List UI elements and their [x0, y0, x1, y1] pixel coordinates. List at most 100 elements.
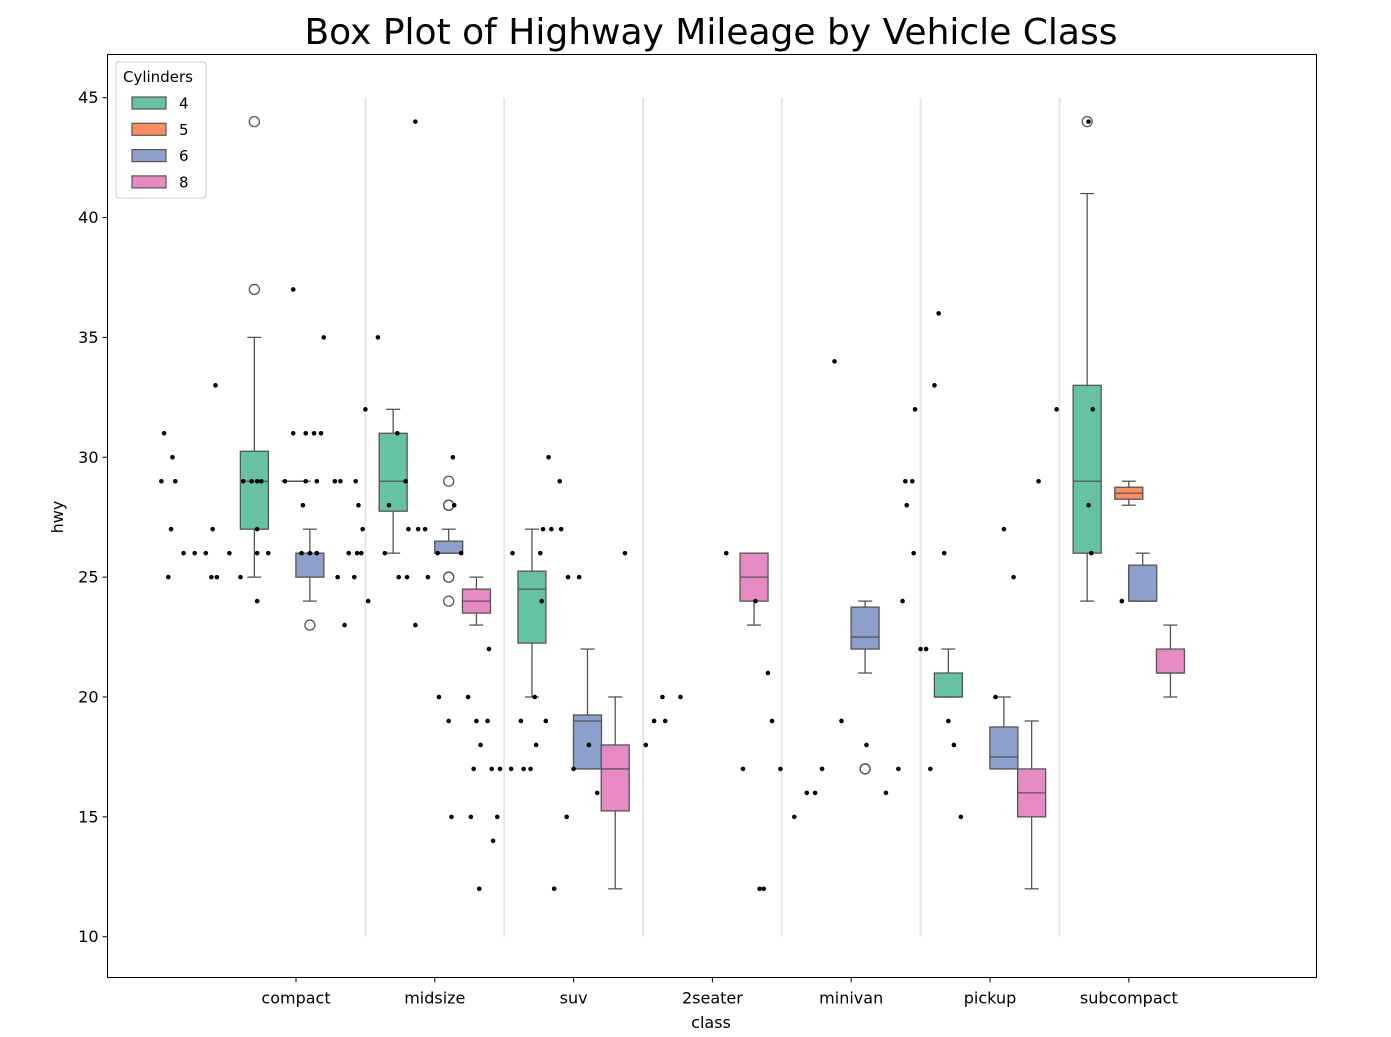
data-point [832, 359, 837, 364]
data-point [1001, 526, 1007, 532]
data-point [662, 718, 668, 724]
y-tick-label: 20 [78, 688, 98, 707]
legend-label: 6 [179, 147, 189, 165]
data-point [622, 550, 628, 556]
x-tick-label: pickup [964, 989, 1016, 1008]
data-point [365, 598, 371, 604]
data-point [259, 478, 264, 484]
data-point [425, 574, 431, 580]
x-axis-label: class [691, 1013, 731, 1032]
data-point [282, 478, 288, 484]
data-point [227, 550, 232, 556]
outlier-point [248, 115, 261, 128]
box-midsize-cyl-6 [434, 475, 464, 607]
data-point [254, 550, 260, 556]
data-point [993, 694, 998, 700]
box-2seater-cyl-8 [739, 552, 769, 626]
data-point [318, 430, 324, 436]
data-point [395, 430, 400, 436]
legend-swatch [131, 175, 167, 189]
data-point [1011, 574, 1016, 580]
data-point [290, 430, 296, 436]
data-point [723, 550, 729, 556]
data-point [404, 574, 410, 580]
data-point [471, 766, 476, 772]
data-point [791, 814, 797, 820]
data-point [911, 550, 916, 556]
data-point [351, 574, 357, 580]
strip-points-layer [159, 119, 1125, 892]
y-tick-label: 45 [78, 88, 98, 107]
data-point [465, 694, 471, 700]
data-point [474, 718, 479, 724]
data-point [406, 526, 411, 532]
box-suv-cyl-4 [517, 528, 547, 698]
data-point [254, 598, 260, 604]
data-point [159, 478, 164, 484]
data-point [254, 478, 260, 484]
data-point [958, 814, 964, 820]
data-point [932, 383, 937, 388]
data-point [210, 526, 216, 532]
y-tick-label: 25 [78, 568, 98, 587]
outlier-point [1081, 115, 1093, 128]
data-point [494, 814, 500, 820]
box-pickup-cyl-4 [933, 648, 964, 698]
x-tick-label: minivan [819, 989, 883, 1008]
legend-label: 4 [179, 95, 189, 113]
x-axis: compact midsize suv 2seater minivan pickup sub… [261, 977, 1178, 1008]
data-point [508, 766, 514, 772]
data-point [518, 718, 524, 724]
data-point [883, 790, 889, 796]
data-point [528, 766, 533, 772]
data-point [1036, 478, 1041, 484]
data-point [311, 430, 317, 436]
data-point [1089, 550, 1094, 556]
x-tick-label: suv [560, 989, 588, 1008]
outlier-point [859, 763, 871, 775]
y-tick-label: 40 [78, 208, 98, 227]
data-point [435, 550, 440, 556]
data-point [546, 454, 551, 460]
box [1072, 384, 1102, 554]
data-point [543, 718, 549, 724]
y-tick-label: 35 [78, 328, 98, 347]
data-point [557, 478, 563, 484]
data-point [238, 574, 243, 580]
data-point [307, 550, 313, 556]
data-point [571, 766, 576, 772]
chart-title: Box Plot of Highway Mileage by Vehicle C… [304, 12, 1117, 53]
data-point [342, 622, 347, 628]
box [1155, 648, 1186, 674]
data-point [928, 766, 933, 772]
box [517, 570, 547, 644]
data-point [558, 526, 564, 532]
data-point [896, 766, 901, 772]
data-point [765, 670, 771, 676]
data-point [757, 886, 762, 892]
data-point [489, 766, 495, 772]
y-axis-label: hwy [48, 501, 67, 534]
data-point [1086, 502, 1091, 508]
data-point [413, 622, 418, 628]
data-point [1086, 119, 1091, 124]
box-layer [239, 115, 1186, 890]
box [239, 450, 270, 530]
data-point [537, 550, 543, 556]
data-point [338, 478, 343, 484]
data-point [909, 478, 915, 484]
data-point [436, 694, 442, 700]
box [1128, 564, 1158, 602]
data-point [396, 574, 402, 580]
box-compact-cyl-4 [239, 115, 270, 578]
data-point [476, 886, 482, 892]
data-point [240, 478, 246, 484]
data-point [586, 742, 592, 748]
data-point [170, 454, 175, 460]
data-point [532, 694, 538, 700]
data-point [375, 335, 381, 340]
data-point [903, 478, 908, 484]
data-point [819, 766, 825, 772]
box [378, 432, 408, 512]
